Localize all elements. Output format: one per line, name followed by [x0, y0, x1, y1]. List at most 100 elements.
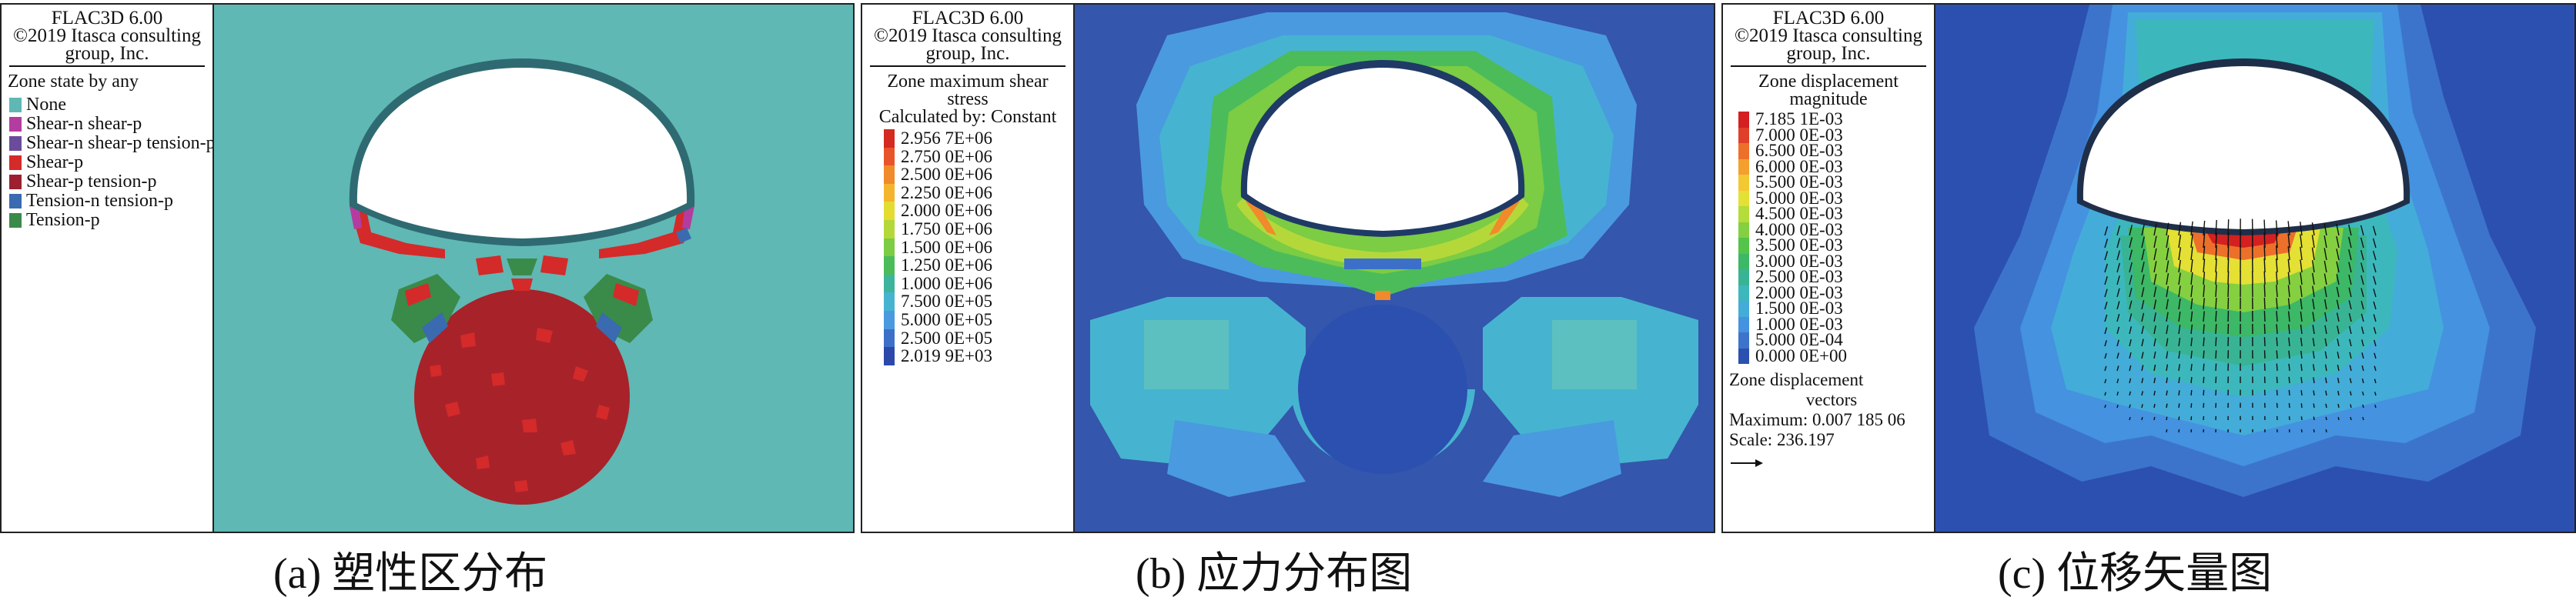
legend-swatch	[9, 194, 22, 208]
displacement-vector	[2336, 235, 2340, 248]
scale-swatch	[884, 147, 895, 166]
legend-zone-state: FLAC3D 6.00 ©2019 Itasca consulting grou…	[2, 5, 214, 532]
displacement-vector	[2190, 233, 2193, 248]
displacement-vector	[2203, 350, 2205, 359]
displacement-vector	[2300, 285, 2303, 298]
displacement-vector	[2129, 404, 2131, 409]
header-version: FLAC3D 6.00	[51, 8, 163, 28]
displacement-vector	[2190, 221, 2193, 236]
displacement-vector	[2337, 416, 2340, 421]
displacement-vector	[2361, 365, 2364, 372]
scale-row: 5.000 0E+05	[884, 311, 1073, 329]
displacement-vector	[2337, 404, 2340, 409]
displacement-vector	[2263, 310, 2266, 322]
arrow-right-icon	[1723, 450, 1934, 473]
displacement-vector	[2116, 275, 2120, 285]
displacement-vector	[2349, 339, 2352, 347]
displacement-vector	[2129, 326, 2133, 335]
displacement-vector	[2373, 327, 2377, 335]
displacement-vector	[2312, 364, 2315, 372]
scale-swatch	[884, 219, 895, 238]
displacement-vector	[2360, 326, 2364, 335]
displacement-vector	[2300, 324, 2303, 335]
displacement-vector	[2116, 326, 2120, 335]
displacement-vector	[2325, 416, 2327, 421]
displacement-vector	[2178, 377, 2180, 384]
displacement-vector	[2348, 300, 2352, 310]
displacement-vector	[2360, 262, 2364, 273]
displacement-vector	[2373, 263, 2377, 273]
vectors-scale: Scale: 236.197	[1729, 430, 1835, 449]
displacement-vector	[2104, 379, 2107, 384]
displacement-vector	[2323, 260, 2327, 273]
displacement-vector	[2166, 273, 2170, 285]
legend-swatch	[9, 155, 22, 170]
displacement-vector	[2312, 285, 2315, 298]
scale-swatch	[884, 256, 895, 275]
displacement-vector	[2288, 376, 2290, 384]
scale-row: 6.000 0E-03	[1738, 158, 1934, 175]
displacement-vector	[2166, 298, 2169, 310]
displacement-vector	[2324, 364, 2327, 372]
displacement-vector	[2190, 246, 2193, 261]
scale-row: 5.000 0E-03	[1738, 189, 1934, 207]
color-scale: 7.185 1E-03 7.000 0E-03 6.500 0E-03 6.00…	[1723, 110, 1934, 365]
color-scale: 2.956 7E+06 2.750 0E+06 2.500 0E+06 2.25…	[862, 129, 1073, 365]
displacement-vector	[2312, 298, 2315, 310]
displacement-vector	[2336, 248, 2340, 261]
displacement-vector	[2141, 312, 2145, 322]
displacement-vector	[2141, 416, 2143, 421]
displacement-vector	[2336, 274, 2340, 285]
displacement-vector	[2153, 338, 2156, 347]
displacement-vector	[2190, 403, 2193, 409]
displacement-vector	[2350, 416, 2352, 421]
displacement-vector	[2313, 416, 2315, 421]
displacement-vector	[2178, 222, 2182, 236]
legend-displacement: FLAC3D 6.00 ©2019 Itasca consulting grou…	[1723, 5, 1935, 532]
displacement-vector	[2153, 377, 2156, 384]
displacement-vector	[2203, 233, 2206, 248]
displacement-vector	[2153, 403, 2156, 409]
displacement-vector	[2190, 416, 2193, 421]
displacement-vector	[2287, 258, 2290, 273]
displacement-vector	[2372, 238, 2377, 248]
displacement-vector	[2313, 403, 2315, 409]
displacement-vector	[2287, 298, 2290, 310]
displacement-vector	[2153, 416, 2156, 421]
scale-row: 1.500 0E+06	[884, 238, 1073, 257]
displacement-vector	[2166, 429, 2168, 433]
displacement-vector	[2153, 286, 2157, 298]
displacement-vector	[2227, 258, 2230, 273]
displacement-vector	[2373, 288, 2377, 298]
scale-row: 1.750 0E+06	[884, 220, 1073, 238]
legend-title: Zone state by any	[8, 72, 139, 92]
displacement-vector	[2116, 225, 2121, 236]
displacement-vector	[2129, 378, 2132, 384]
header-divider	[1731, 65, 1926, 67]
state-list: None Shear-n shear-p Shear-n shear-p ten…	[2, 95, 212, 230]
displacement-vector	[2325, 377, 2327, 384]
displacement-vector	[2190, 376, 2193, 384]
displacement-vector	[2288, 350, 2290, 359]
displacement-vector	[2374, 379, 2377, 384]
displacement-vector	[2129, 339, 2132, 347]
scale-swatch	[1738, 316, 1749, 332]
displacement-vector	[2129, 313, 2133, 322]
displacement-vector	[2361, 352, 2364, 359]
displacement-vector	[2116, 352, 2119, 359]
displacement-vector	[2325, 429, 2327, 433]
displacement-vector	[2312, 338, 2315, 347]
displacement-vector	[2360, 249, 2364, 261]
displacement-vector	[2287, 285, 2290, 298]
displacement-vector	[2325, 403, 2327, 409]
displacement-vector	[2190, 285, 2193, 298]
displacement-vector	[2287, 311, 2290, 322]
displacement-vector	[2190, 350, 2193, 359]
displacement-vector	[2104, 276, 2108, 285]
scale-row: 3.500 0E-03	[1738, 236, 1934, 254]
displacement-vector	[2190, 363, 2193, 372]
displacement-vector	[2373, 314, 2377, 322]
scale-swatch	[1738, 222, 1749, 238]
displacement-plot	[1935, 5, 2574, 532]
displacement-vector	[2323, 286, 2327, 298]
